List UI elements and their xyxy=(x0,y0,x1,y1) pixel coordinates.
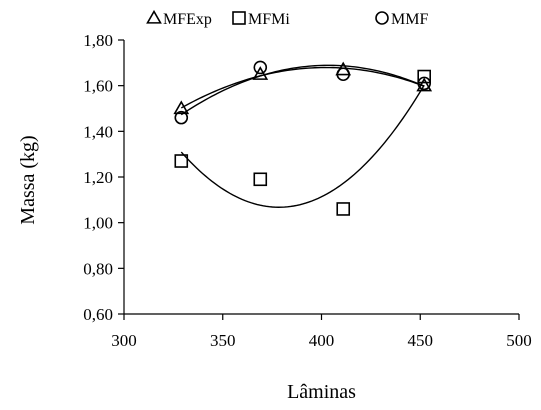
y-tick-label: 1,40 xyxy=(83,122,113,141)
markers xyxy=(173,60,433,216)
y-tick-label: 0,80 xyxy=(83,259,113,278)
y-axis-title: Massa (kg) xyxy=(17,135,39,224)
y-tick-label: 1,00 xyxy=(83,214,113,233)
trendline-mfmi xyxy=(180,84,425,208)
mfmi-point xyxy=(174,154,189,168)
x-tick-label: 500 xyxy=(506,331,532,350)
ticks: 0,60 0,80 1,00 1,20 1,40 1,60 1,80 300 350 400 450… xyxy=(83,31,532,350)
legend-circle-icon xyxy=(375,11,389,25)
axes xyxy=(123,40,519,315)
mfexp-point xyxy=(173,100,190,115)
legend-label-mfexp: MFExp xyxy=(163,11,212,28)
mmf-point xyxy=(417,76,432,91)
y-tick-label: 1,80 xyxy=(83,31,113,50)
trendlines xyxy=(180,64,425,208)
legend-square-icon xyxy=(232,11,246,25)
trendline-mfexp xyxy=(180,66,425,109)
x-axis-title: Lâminas xyxy=(287,381,356,403)
legend: MFExp MFMi MMF xyxy=(146,9,428,28)
legend-triangle-icon xyxy=(146,9,162,24)
mfmi-point xyxy=(336,202,351,216)
x-tick-label: 350 xyxy=(210,331,236,350)
y-tick-label: 1,60 xyxy=(83,77,113,96)
trendline-mmf xyxy=(180,64,425,116)
legend-label-mmf: MMF xyxy=(391,11,428,28)
x-tick-label: 450 xyxy=(408,331,434,350)
mfexp-point xyxy=(416,77,433,92)
mmf-point xyxy=(253,60,268,75)
mfmi-point xyxy=(253,172,268,187)
mfmi-point xyxy=(417,69,432,84)
y-tick-label: 0,60 xyxy=(83,305,113,324)
y-tick-label: 1,20 xyxy=(83,168,113,187)
mfexp-point xyxy=(252,66,269,80)
mmf-point xyxy=(336,67,351,82)
mmf-point xyxy=(174,110,189,125)
x-tick-label: 300 xyxy=(111,331,137,350)
legend-label-mfmi: MFMi xyxy=(248,11,290,28)
x-tick-label: 400 xyxy=(309,331,335,350)
